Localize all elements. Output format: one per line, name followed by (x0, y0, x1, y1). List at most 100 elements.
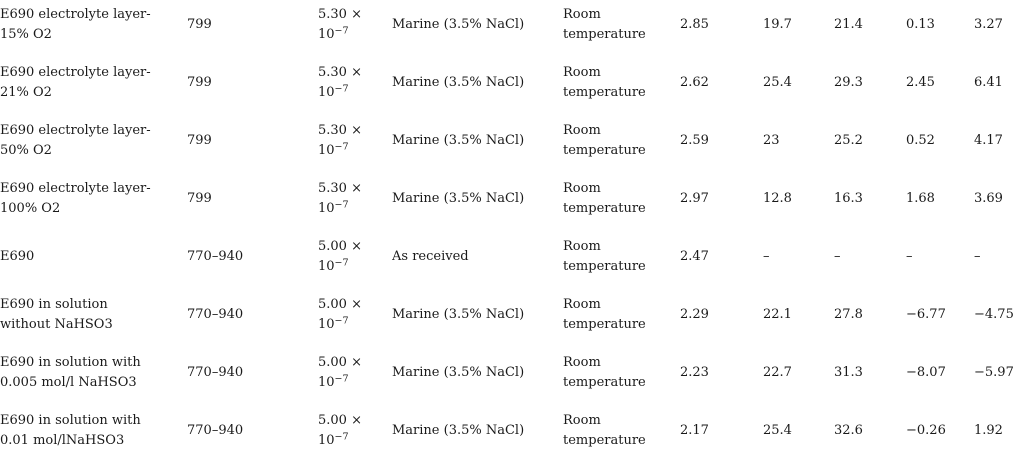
value-5: 4.17 (974, 133, 1003, 148)
growth-rate-exponent: −7 (334, 25, 349, 37)
growth-rate-power: 10−7 (318, 315, 392, 335)
growth-rate-exponent: −7 (334, 373, 349, 385)
cell-growth-rate: 5.00 × 10−7 (318, 348, 392, 406)
growth-rate-power: 10−7 (318, 83, 392, 103)
sample-line-2: 0.005 mol/l NaHSO3 (0, 375, 137, 390)
cell-value-2: 19.7 (763, 0, 834, 58)
cell-value-5: – (974, 232, 1018, 290)
cell-value-3: 21.4 (834, 0, 906, 58)
cell-temperature: Room temperature (563, 406, 680, 464)
temperature-line-2: temperature (563, 85, 646, 100)
table-row: E690 electrolyte layer- 15% O2 799 5.30 … (0, 0, 1018, 58)
cell-value-5: −5.97 (974, 348, 1018, 406)
table-row: E690 electrolyte layer- 50% O2 799 5.30 … (0, 116, 1018, 174)
growth-rate-power: 10−7 (318, 25, 392, 45)
cell-value-4: −8.07 (906, 348, 974, 406)
cell-value-1: 2.59 (680, 116, 763, 174)
growth-rate-base: 10 (318, 143, 335, 158)
cell-environment: Marine (3.5% NaCl) (392, 406, 563, 464)
value-2: 22.7 (763, 365, 792, 380)
table-row: E690 in solution with 0.01 mol/lNaHSO3 7… (0, 406, 1018, 464)
cell-environment: Marine (3.5% NaCl) (392, 0, 563, 58)
value-5: −5.97 (974, 365, 1014, 380)
cell-value-1: 2.62 (680, 58, 763, 116)
temperature-line-1: Room (563, 413, 601, 428)
value-5: 3.27 (974, 17, 1003, 32)
cell-value-2: 23 (763, 116, 834, 174)
growth-rate-base: 10 (318, 433, 335, 448)
temperature-line-2: temperature (563, 317, 646, 332)
growth-rate-coefficient: 5.30 × (318, 65, 362, 80)
sample-line-1: E690 electrolyte layer- (0, 181, 151, 196)
value-4: −8.07 (906, 365, 946, 380)
growth-rate-coefficient: 5.30 × (318, 123, 362, 138)
sample-line-1: E690 (0, 249, 35, 264)
temperature-line-2: temperature (563, 375, 646, 390)
cell-sample: E690 in solution with 0.01 mol/lNaHSO3 (0, 406, 187, 464)
value-2: 23 (763, 133, 780, 148)
cell-environment: Marine (3.5% NaCl) (392, 348, 563, 406)
sample-line-1: E690 in solution (0, 297, 108, 312)
temperature-line-1: Room (563, 65, 601, 80)
cell-value-5: −4.75 (974, 290, 1018, 348)
value-1: 2.23 (680, 365, 709, 380)
cell-value-3: 16.3 (834, 174, 906, 232)
value-5: 6.41 (974, 75, 1003, 90)
frequency-value: 799 (187, 17, 212, 32)
cell-environment: Marine (3.5% NaCl) (392, 290, 563, 348)
cell-value-1: 2.47 (680, 232, 763, 290)
cell-value-5: 1.92 (974, 406, 1018, 464)
cell-sample: E690 electrolyte layer- 100% O2 (0, 174, 187, 232)
value-2: 19.7 (763, 17, 792, 32)
cell-growth-rate: 5.30 × 10−7 (318, 116, 392, 174)
cell-sample: E690 in solution without NaHSO3 (0, 290, 187, 348)
value-4: 0.52 (906, 133, 935, 148)
value-1: 2.47 (680, 249, 709, 264)
value-5: 1.92 (974, 423, 1003, 438)
cell-value-3: 25.2 (834, 116, 906, 174)
cell-frequency: 799 (187, 116, 318, 174)
cell-growth-rate: 5.00 × 10−7 (318, 406, 392, 464)
growth-rate-coefficient: 5.30 × (318, 181, 362, 196)
cell-frequency: 770–940 (187, 348, 318, 406)
cell-temperature: Room temperature (563, 0, 680, 58)
cell-value-2: – (763, 232, 834, 290)
cell-temperature: Room temperature (563, 348, 680, 406)
growth-rate-coefficient: 5.00 × (318, 297, 362, 312)
environment-value: As received (392, 249, 469, 264)
frequency-value: 770–940 (187, 423, 244, 438)
cell-value-1: 2.17 (680, 406, 763, 464)
cell-frequency: 770–940 (187, 406, 318, 464)
cell-growth-rate: 5.30 × 10−7 (318, 0, 392, 58)
cell-value-2: 25.4 (763, 58, 834, 116)
sample-line-2: 100% O2 (0, 201, 61, 216)
cell-value-4: 2.45 (906, 58, 974, 116)
value-2: 25.4 (763, 423, 792, 438)
cell-value-4: 1.68 (906, 174, 974, 232)
value-3: 27.8 (834, 307, 863, 322)
value-4: −6.77 (906, 307, 946, 322)
cell-value-2: 25.4 (763, 406, 834, 464)
cell-environment: Marine (3.5% NaCl) (392, 58, 563, 116)
value-3: 21.4 (834, 17, 863, 32)
value-5: – (974, 249, 981, 264)
value-2: 25.4 (763, 75, 792, 90)
value-3: 29.3 (834, 75, 863, 90)
growth-rate-base: 10 (318, 85, 335, 100)
growth-rate-exponent: −7 (334, 315, 349, 327)
growth-rate-exponent: −7 (334, 431, 349, 443)
cell-sample: E690 electrolyte layer- 50% O2 (0, 116, 187, 174)
temperature-line-1: Room (563, 297, 601, 312)
sample-line-1: E690 electrolyte layer- (0, 123, 151, 138)
temperature-line-1: Room (563, 355, 601, 370)
value-2: 12.8 (763, 191, 792, 206)
sample-line-2: 0.01 mol/lNaHSO3 (0, 433, 125, 448)
sample-line-2: 50% O2 (0, 143, 52, 158)
cell-value-1: 2.29 (680, 290, 763, 348)
table-row: E690 in solution with 0.005 mol/l NaHSO3… (0, 348, 1018, 406)
growth-rate-base: 10 (318, 27, 335, 42)
cell-temperature: Room temperature (563, 232, 680, 290)
growth-rate-power: 10−7 (318, 431, 392, 451)
growth-rate-coefficient: 5.00 × (318, 413, 362, 428)
cell-environment: As received (392, 232, 563, 290)
